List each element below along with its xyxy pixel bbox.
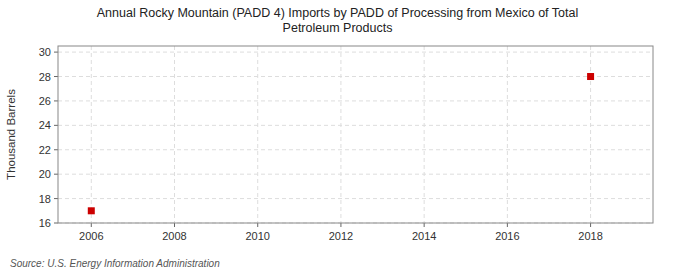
y-grid-line xyxy=(58,198,653,199)
x-grid-line xyxy=(91,46,92,223)
x-tick xyxy=(590,223,591,227)
y-tick-label: 20 xyxy=(39,168,51,180)
x-tick-label: 2016 xyxy=(495,230,519,242)
x-grid-line xyxy=(424,46,425,223)
y-tick-label: 26 xyxy=(39,95,51,107)
y-tick xyxy=(54,198,58,199)
x-tick xyxy=(174,223,175,227)
x-grid-line xyxy=(507,46,508,223)
y-grid-line xyxy=(58,52,653,53)
x-tick-label: 2012 xyxy=(329,230,353,242)
title-line: Petroleum Products xyxy=(283,21,393,35)
y-tick-label: 24 xyxy=(39,119,51,131)
y-tick xyxy=(54,76,58,77)
x-tick-label: 2010 xyxy=(245,230,269,242)
x-tick xyxy=(340,223,341,227)
y-grid-line xyxy=(58,174,653,175)
x-tick-label: 2018 xyxy=(578,230,602,242)
points xyxy=(88,73,594,214)
y-tick-label: 16 xyxy=(39,217,51,229)
chart-svg: Annual Rocky Mountain (PADD 4) Imports b… xyxy=(0,0,675,275)
y-tick xyxy=(54,149,58,150)
title: Annual Rocky Mountain (PADD 4) Imports b… xyxy=(97,6,578,35)
y-tick xyxy=(54,174,58,175)
y-tick xyxy=(54,100,58,101)
y-tick-label: 22 xyxy=(39,144,51,156)
source-note: Source: U.S. Energy Information Administ… xyxy=(10,258,220,269)
axes: 16 18 20 22 24 26 28 30 2006 2008 2010 2012 2014 2016… xyxy=(39,46,653,242)
y-tick-label: 18 xyxy=(39,193,51,205)
x-tick xyxy=(424,223,425,227)
y-tick-label: 30 xyxy=(39,46,51,58)
y-tick xyxy=(54,223,58,224)
x-grid-line xyxy=(257,46,258,223)
x-grid-line xyxy=(590,46,591,223)
x-tick-label: 2008 xyxy=(162,230,186,242)
y-grid-line xyxy=(58,149,653,150)
x-tick-label: 2006 xyxy=(79,230,103,242)
chart-container: Annual Rocky Mountain (PADD 4) Imports b… xyxy=(0,0,675,275)
y-grid-line xyxy=(58,125,653,126)
x-tick xyxy=(257,223,258,227)
grid xyxy=(58,46,653,223)
plot-frame xyxy=(58,46,653,223)
y-axis-label: Thousand Barrels xyxy=(5,89,17,180)
x-tick-label: 2014 xyxy=(412,230,436,242)
x-grid-line xyxy=(174,46,175,223)
y-tick xyxy=(54,52,58,53)
point xyxy=(88,207,95,214)
y-grid-line xyxy=(58,100,653,101)
y-grid-line xyxy=(58,76,653,77)
y-tick xyxy=(54,125,58,126)
title-line: Annual Rocky Mountain (PADD 4) Imports b… xyxy=(97,6,578,20)
x-grid-line xyxy=(340,46,341,223)
point xyxy=(587,73,594,80)
x-tick xyxy=(507,223,508,227)
x-tick xyxy=(91,223,92,227)
y-tick-label: 28 xyxy=(39,71,51,83)
